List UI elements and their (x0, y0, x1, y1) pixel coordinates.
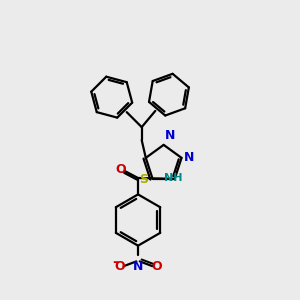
Text: O: O (115, 163, 126, 176)
Text: O: O (114, 260, 125, 273)
Text: N: N (165, 129, 175, 142)
Text: O: O (151, 260, 162, 273)
Text: NH: NH (164, 173, 182, 183)
Text: -: - (112, 255, 118, 269)
Text: S: S (139, 173, 148, 186)
Text: N: N (133, 260, 143, 273)
Text: N: N (184, 152, 195, 164)
